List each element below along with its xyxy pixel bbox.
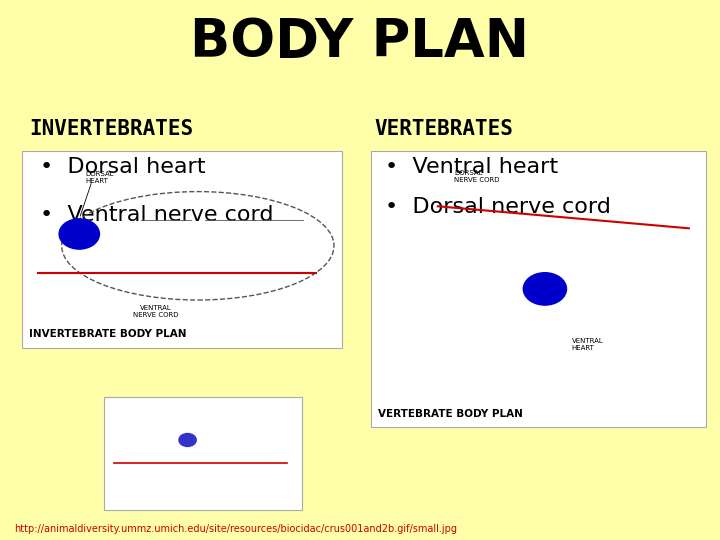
Circle shape [179,434,196,447]
Text: INVERTEBRATE BODY PLAN: INVERTEBRATE BODY PLAN [29,328,186,339]
Text: VERTEBRATE BODY PLAN: VERTEBRATE BODY PLAN [378,409,523,419]
FancyBboxPatch shape [371,151,706,427]
Text: DORSAL
HEART: DORSAL HEART [86,171,114,184]
Circle shape [523,273,567,305]
Text: VENTRAL
NERVE CORD: VENTRAL NERVE CORD [133,305,179,318]
Text: INVERTEBRATES: INVERTEBRATES [29,119,193,139]
FancyBboxPatch shape [104,397,302,510]
Circle shape [59,219,99,249]
Text: •  Ventral heart: • Ventral heart [385,157,558,177]
Text: VERTEBRATES: VERTEBRATES [374,119,513,139]
Text: •  Dorsal nerve cord: • Dorsal nerve cord [385,197,611,217]
Text: DORSAL
NERVE CORD: DORSAL NERVE CORD [454,171,500,184]
Text: •  Dorsal heart: • Dorsal heart [40,157,205,177]
FancyBboxPatch shape [22,151,342,348]
Text: VENTRAL
HEART: VENTRAL HEART [572,339,603,352]
Text: http://animaldiversity.ummz.umich.edu/site/resources/biocidac/crus001and2b.gif/s: http://animaldiversity.ummz.umich.edu/si… [14,523,457,534]
Text: •  Ventral nerve cord: • Ventral nerve cord [40,205,273,225]
Text: BODY PLAN: BODY PLAN [191,16,529,68]
